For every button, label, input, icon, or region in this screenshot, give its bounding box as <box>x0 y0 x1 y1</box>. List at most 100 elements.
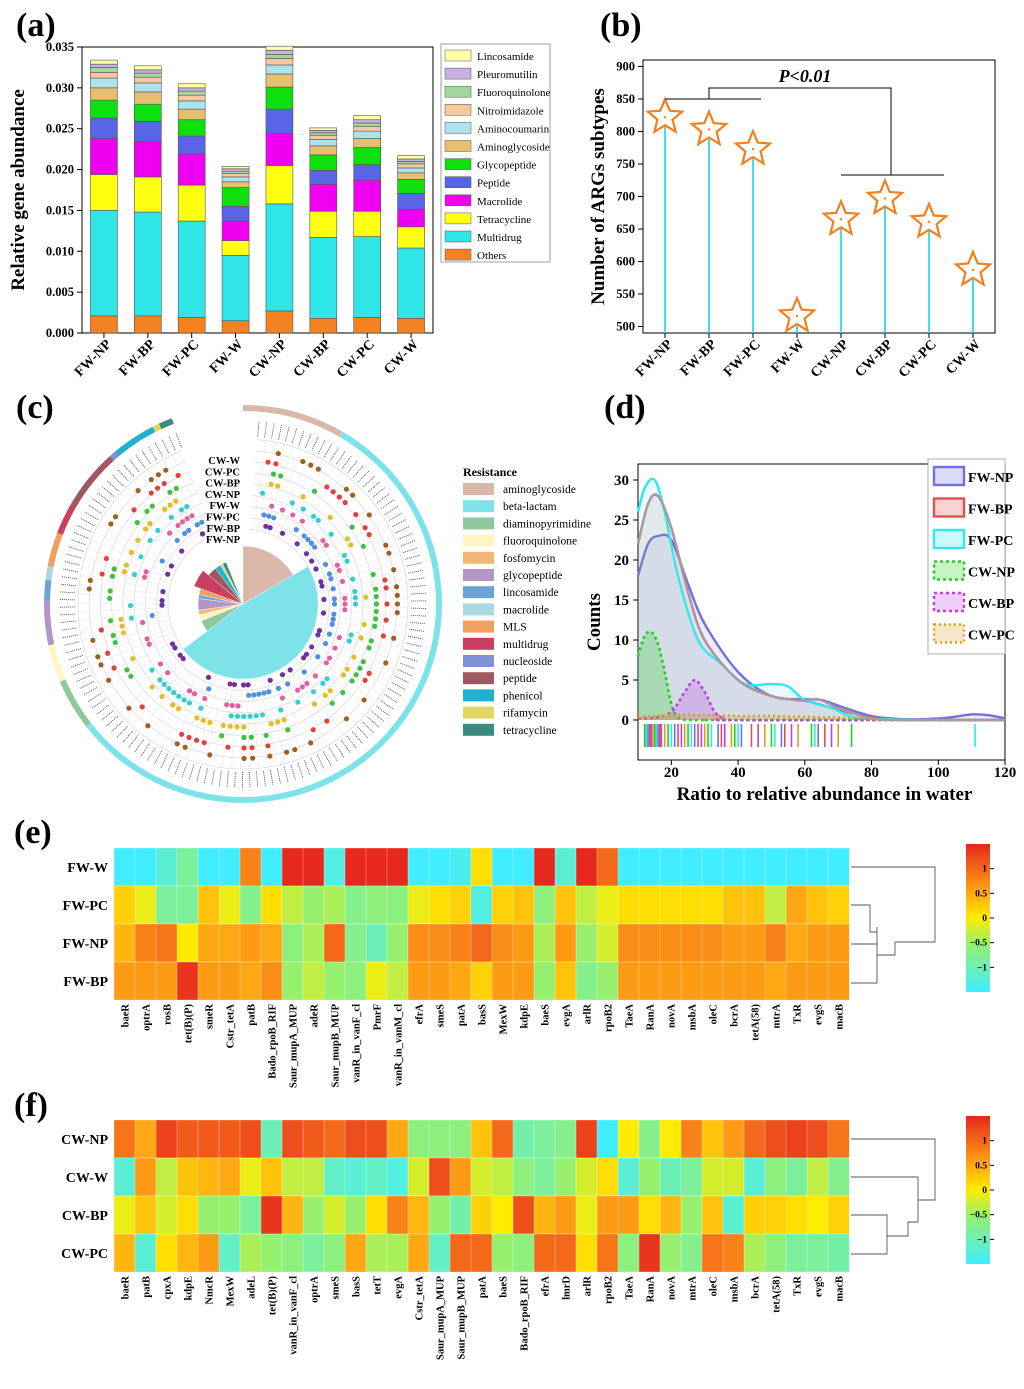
heatmap-column-label: baeS <box>499 1276 510 1298</box>
ring-dot <box>278 707 284 713</box>
heatmap-cell <box>134 1195 157 1235</box>
ring-dot <box>159 602 165 608</box>
heatmap-cell <box>617 961 640 1001</box>
heatmap-cell <box>113 847 136 887</box>
ring-dot <box>300 494 306 500</box>
gene-label-mark <box>352 464 365 478</box>
heatmap-cell <box>428 923 451 963</box>
legend-swatch <box>444 194 472 207</box>
ring-dot <box>253 713 259 719</box>
heatmap-cell <box>449 923 472 963</box>
legend-label: FW-NP <box>968 471 1014 486</box>
gene-label-mark <box>63 560 80 566</box>
heatmap-cell <box>659 1195 682 1235</box>
y-tick-label: 550 <box>616 287 635 301</box>
heatmap-cell <box>533 1195 556 1235</box>
gene-label-mark <box>76 524 92 533</box>
ring-dot <box>330 586 336 592</box>
grid-spoke <box>112 649 185 706</box>
heatmap-cell <box>722 1233 745 1273</box>
gene-label-mark <box>95 704 110 716</box>
gene-label-mark <box>175 432 183 448</box>
bar-segment-others <box>397 317 425 334</box>
y-tick-label: 0.010 <box>46 244 74 258</box>
ring-dot <box>311 488 318 494</box>
heatmap-cell <box>827 1195 850 1235</box>
heatmap-column-label: patA <box>478 1276 489 1299</box>
ring-dot <box>161 681 167 687</box>
ring-dot <box>315 466 321 472</box>
heatmap-cell <box>722 1119 745 1159</box>
ring-dot <box>143 569 149 575</box>
heatmap-cell <box>659 885 682 925</box>
gene-label-mark <box>316 754 325 770</box>
heatmap-cell <box>260 1157 283 1197</box>
legend-swatch <box>932 560 966 581</box>
ring-dot <box>261 690 267 696</box>
legend-label: lincosamide <box>503 587 559 599</box>
grid-spoke <box>78 593 169 600</box>
ring-dot <box>384 601 390 607</box>
gene-label-mark <box>257 420 260 437</box>
ring-dot <box>157 661 164 667</box>
gene-label-mark <box>100 710 114 722</box>
ring-dot <box>303 551 310 557</box>
ring-dot <box>161 480 167 487</box>
y-tick-label: 0 <box>622 713 630 729</box>
heatmap-column-label: tetA(58) <box>772 1276 783 1313</box>
heatmap-cell <box>785 847 808 887</box>
heatmap-cell <box>659 923 682 963</box>
heatmap-cell <box>743 1119 766 1159</box>
heatmap-cell <box>575 961 598 1001</box>
heatmap-cell <box>365 1195 388 1235</box>
ring-dot <box>271 515 277 521</box>
heatmap-cell <box>176 1233 199 1273</box>
bar-segment-pleuromutilin <box>309 130 338 134</box>
gene-label-mark <box>400 662 416 670</box>
heatmap-cell <box>701 847 724 887</box>
heatmap-cell <box>722 847 745 887</box>
heatmap-column-label: NmcR <box>205 1276 216 1305</box>
bracket-connector <box>708 87 892 175</box>
heatmap-cell <box>386 885 409 925</box>
ring-dot <box>370 571 376 578</box>
colorbar-tick-label: −0.5 <box>970 939 988 949</box>
ring-dot <box>334 562 340 568</box>
heatmap-column-label: arlR <box>583 1276 594 1297</box>
legend-label: beta-lactam <box>503 501 557 513</box>
ring-dot <box>131 571 138 578</box>
x-tick-label: 40 <box>731 765 746 781</box>
panel-label-f: (f) <box>14 1087 48 1124</box>
star-center <box>751 147 755 151</box>
ring-dot <box>305 536 311 543</box>
heatmap-column-label: rpoB2 <box>604 1004 615 1032</box>
ring-dot <box>259 490 266 496</box>
legend-label: fosfomycin <box>503 553 556 565</box>
heatmap-cell <box>365 1119 388 1159</box>
heatmap-column-label: Bado_rpoB_RIF <box>520 1276 531 1351</box>
heatmap-column-label: vanR_in_vanF_cl <box>289 1276 300 1355</box>
heatmap-cell <box>722 1157 745 1197</box>
gene-label-mark <box>408 569 424 574</box>
grid-spoke <box>86 627 173 658</box>
heatmap-cell <box>638 1233 661 1273</box>
ring-dot <box>300 458 306 465</box>
y-tick-label: 25 <box>614 513 629 529</box>
colorbar-tick-label: 0.5 <box>975 1161 987 1171</box>
gene-label-mark <box>367 716 380 728</box>
x-category-label: CW-NP <box>246 337 290 381</box>
heatmap-cell <box>197 1233 220 1273</box>
gene-label-mark <box>67 654 84 661</box>
star-marker <box>821 198 861 237</box>
heatmap-cell <box>512 961 535 1001</box>
ring-dot <box>147 537 153 544</box>
bar-segment-tetracycline <box>221 240 250 256</box>
heatmap-cell <box>680 1119 703 1159</box>
ring-dot <box>289 500 295 506</box>
ring-dot <box>179 548 185 554</box>
ring-dot <box>312 673 318 679</box>
grid-spoke <box>305 511 380 563</box>
heatmap-cell <box>113 1233 136 1273</box>
heatmap-cell <box>260 1195 283 1235</box>
x-category-label: FW-BP <box>117 337 159 379</box>
